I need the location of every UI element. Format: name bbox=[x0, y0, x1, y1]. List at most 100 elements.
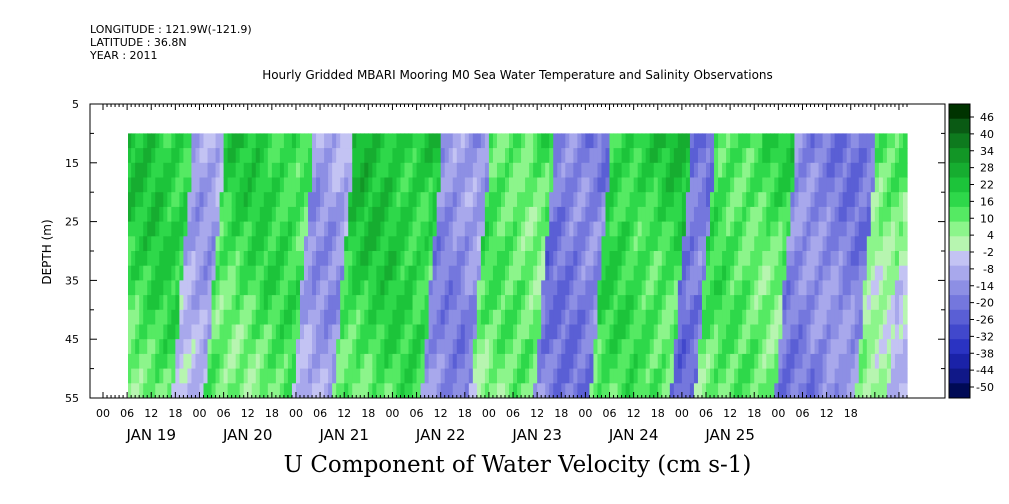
field-cell bbox=[818, 221, 824, 237]
field-cell bbox=[577, 192, 582, 208]
field-cell bbox=[818, 280, 824, 296]
field-cell bbox=[545, 236, 550, 252]
field-cell bbox=[255, 221, 261, 237]
field-cell bbox=[701, 280, 707, 296]
field-cell bbox=[167, 251, 172, 267]
field-cell bbox=[420, 206, 426, 223]
field-cell bbox=[697, 206, 703, 223]
field-cell bbox=[239, 309, 245, 326]
field-cell bbox=[424, 177, 430, 193]
field-cell bbox=[653, 133, 659, 149]
field-cell bbox=[609, 177, 615, 193]
field-cell bbox=[750, 221, 755, 237]
field-cell bbox=[360, 221, 365, 237]
field-cell bbox=[661, 265, 667, 281]
field-cell bbox=[874, 236, 880, 252]
field-cell bbox=[456, 295, 462, 311]
field-cell bbox=[420, 265, 426, 281]
field-cell bbox=[541, 280, 546, 296]
field-cell bbox=[119, 369, 124, 384]
field-cell bbox=[902, 265, 908, 281]
field-cell bbox=[545, 383, 550, 398]
field-cell bbox=[730, 324, 735, 340]
field-cell bbox=[131, 368, 136, 384]
field-cell bbox=[159, 177, 164, 193]
field-cell bbox=[798, 221, 804, 237]
field-cell bbox=[605, 295, 611, 311]
field-cell bbox=[316, 192, 321, 208]
field-cell bbox=[593, 221, 599, 237]
field-cell bbox=[706, 206, 711, 223]
field-cell bbox=[500, 192, 506, 208]
field-cell bbox=[822, 368, 828, 384]
x-hour-label: 06 bbox=[795, 407, 809, 420]
field-cell bbox=[412, 236, 418, 252]
field-cell bbox=[778, 177, 783, 193]
field-cell bbox=[480, 206, 486, 223]
field-cell bbox=[766, 280, 771, 296]
field-cell bbox=[545, 192, 550, 208]
field-cell bbox=[902, 353, 908, 370]
field-cell bbox=[207, 280, 213, 296]
field-cell bbox=[384, 265, 390, 281]
field-cell bbox=[565, 192, 570, 208]
field-cell bbox=[500, 280, 506, 296]
field-cell bbox=[336, 221, 341, 237]
field-cell bbox=[730, 206, 735, 223]
field-cell bbox=[633, 309, 639, 326]
field-cell bbox=[199, 295, 205, 311]
field-cell bbox=[424, 148, 430, 164]
field-cell bbox=[509, 324, 514, 340]
field-cell bbox=[239, 133, 245, 149]
field-cell bbox=[585, 251, 591, 267]
field-cell bbox=[718, 251, 723, 267]
y-tick-label: 5 bbox=[72, 98, 79, 111]
field-cell bbox=[247, 148, 253, 164]
field-cell bbox=[251, 177, 257, 193]
field-cell bbox=[549, 162, 554, 179]
colorbar-label: 28 bbox=[980, 162, 994, 175]
field-cell bbox=[336, 192, 341, 208]
field-cell bbox=[267, 353, 273, 370]
field-cell bbox=[492, 133, 498, 149]
field-cell bbox=[159, 133, 164, 149]
field-cell bbox=[263, 353, 269, 370]
field-cell bbox=[726, 280, 731, 296]
field-cell bbox=[500, 206, 506, 223]
field-cell bbox=[561, 265, 566, 281]
field-cell bbox=[625, 265, 631, 281]
field-cell bbox=[517, 383, 522, 398]
field-cell bbox=[492, 148, 498, 164]
field-cell bbox=[223, 177, 229, 193]
field-cell bbox=[492, 192, 498, 208]
field-cell bbox=[573, 192, 578, 208]
field-cell bbox=[324, 177, 329, 193]
field-cell bbox=[340, 251, 345, 267]
field-cell bbox=[440, 251, 446, 267]
field-cell bbox=[416, 251, 422, 267]
field-cell bbox=[147, 221, 152, 237]
field-cell bbox=[468, 148, 474, 164]
field-cell bbox=[878, 251, 884, 267]
field-cell bbox=[320, 265, 325, 281]
field-cell bbox=[722, 309, 727, 326]
field-cell bbox=[802, 339, 808, 355]
field-cell bbox=[235, 162, 241, 179]
field-cell bbox=[424, 339, 430, 355]
field-cell bbox=[227, 295, 233, 311]
field-cell bbox=[175, 265, 180, 281]
field-cell bbox=[693, 206, 699, 223]
field-cell bbox=[179, 192, 184, 208]
field-cell bbox=[496, 236, 502, 252]
field-cell bbox=[706, 221, 711, 237]
field-cell bbox=[492, 265, 498, 281]
field-cell bbox=[846, 280, 852, 296]
field-cell bbox=[128, 221, 132, 237]
field-cell bbox=[545, 221, 550, 237]
field-cell bbox=[641, 236, 647, 252]
field-cell bbox=[886, 162, 892, 179]
field-cell bbox=[722, 280, 727, 296]
field-cell bbox=[557, 368, 562, 384]
field-cell bbox=[396, 206, 402, 223]
field-cell bbox=[593, 368, 599, 384]
